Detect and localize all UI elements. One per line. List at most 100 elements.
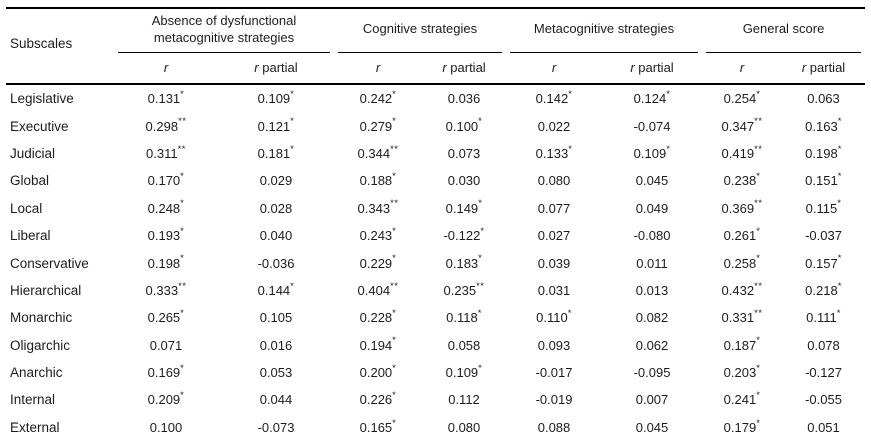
correlation-cell: 0.229* [334,249,422,276]
significance-stars: * [392,362,397,374]
correlation-cell: 0.115* [782,195,865,222]
correlation-cell: 0.298** [114,112,218,139]
correlation-cell: 0.031 [506,277,602,304]
correlation-cell: 0.058 [422,332,506,359]
significance-stars: * [180,225,185,237]
correlation-value: 0.062 [635,337,669,353]
subscale-label: Local [10,200,43,216]
correlation-cell: 0.248* [114,195,218,222]
significance-stars: * [180,253,185,265]
correlation-value: -0.055 [805,392,842,408]
correlation-cell: 0.045 [602,167,702,194]
correlation-cell: -0.095 [602,359,702,386]
correlation-value: 0.369 [721,200,755,216]
table-header: Subscales Absence of dysfunctional metac… [6,8,866,85]
significance-stars: * [180,198,185,210]
correlation-cell: 0.121* [218,112,334,139]
correlation-cell: 0.432** [702,277,782,304]
table-row: Hierarchical 0.333** 0.144* 0.404** 0.235**… [6,277,865,304]
correlation-value: 0.311 [146,145,178,161]
correlation-value: 0.109 [257,91,291,107]
correlation-value: 0.193 [147,228,181,244]
correlation-value: 0.242 [359,91,393,107]
correlation-value: 0.030 [447,173,481,189]
correlation-cell: 0.194* [334,332,422,359]
correlation-value: 0.028 [259,200,293,216]
correlation-cell: 0.011 [602,249,702,276]
correlation-cell: 0.344** [334,140,422,167]
correlation-value: 0.298 [145,118,179,134]
correlation-value: 0.105 [259,310,293,326]
correlation-value: 0.077 [537,200,571,216]
significance-stars: ** [178,116,187,128]
significance-stars: * [290,116,295,128]
col-header-r-partial: r partial [422,53,507,85]
correlation-cell: 0.022 [506,112,602,139]
correlation-value: 0.093 [537,337,571,353]
significance-stars: * [180,171,185,183]
correlation-value: 0.080 [447,419,481,435]
correlation-cell: 0.109* [218,84,334,112]
correlation-cell: 0.165* [334,414,422,440]
r-symbol: r [254,59,259,75]
significance-stars: ** [390,143,399,155]
correlation-value: 0.115 [805,200,838,216]
subscale-label: Anarchic [10,365,63,381]
group-header-label: Absence of dysfunctional metacognitive s… [118,11,330,53]
group-header-metacognitive: Metacognitive strategies [506,8,702,53]
correlation-value: 0.279 [359,118,393,134]
correlation-cell: 0.198* [114,249,218,276]
correlation-value: 0.165 [359,419,393,435]
correlation-cell: 0.109* [602,140,702,167]
subscale-label: Executive [10,118,69,134]
correlation-value: -0.080 [633,228,671,244]
correlation-value: 0.261 [723,228,757,244]
significance-stars: * [837,171,842,183]
significance-stars: * [568,143,573,155]
correlation-cell: -0.073 [218,414,334,440]
correlation-cell: 0.109* [422,359,506,386]
correlation-cell: 0.142* [506,84,602,112]
correlation-cell: 0.027 [506,222,602,249]
correlation-value: 0.228 [359,310,393,326]
correlation-table: Subscales Absence of dysfunctional metac… [6,7,866,440]
correlation-value: 0.333 [145,282,179,298]
significance-stars: ** [754,116,763,128]
correlation-value: 0.109 [445,365,479,381]
correlation-cell: 0.051 [782,414,865,440]
correlation-value: 0.170 [147,173,181,189]
correlation-cell: 0.238* [702,167,782,194]
correlation-cell: 0.030 [422,167,506,194]
correlation-value: 0.163 [805,118,838,134]
correlation-cell: 0.045 [602,414,702,440]
correlation-cell: 0.118* [422,304,506,331]
correlation-cell: 0.151* [782,167,865,194]
correlation-cell: 0.044 [218,386,334,413]
significance-stars: * [756,225,761,237]
group-header-general-score: General score [702,8,865,53]
r-symbol: r [551,59,557,75]
correlation-value: 0.241 [723,392,757,408]
significance-stars: * [180,88,185,100]
col-header-r-partial: r partial [782,53,866,85]
correlation-value: 0.112 [448,392,480,408]
significance-stars: * [666,143,671,155]
significance-stars: * [480,225,485,237]
correlation-value: 0.082 [635,310,669,326]
correlation-cell: 0.265* [114,304,218,331]
col-header-r: r [114,53,218,85]
correlation-cell: 0.193* [114,222,218,249]
correlation-cell: 0.404** [334,277,422,304]
correlation-cell: 0.093 [506,332,602,359]
correlation-cell: -0.036 [218,249,334,276]
correlation-value: -0.127 [805,365,842,381]
col-header-r: r [506,53,603,85]
significance-stars: * [756,171,761,183]
correlation-value: -0.019 [535,392,573,408]
correlation-value: 0.110 [536,310,568,326]
correlation-value: 0.187 [723,337,757,353]
correlation-value: 0.124 [633,91,667,107]
significance-stars: ** [754,143,763,155]
correlation-value: 0.040 [259,228,293,244]
